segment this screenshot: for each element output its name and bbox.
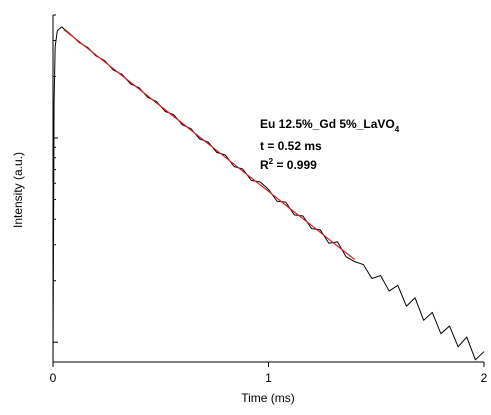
x-tick-label: 2 [481, 371, 488, 385]
data-line [52, 26, 485, 363]
annotation: t = 0.52 ms [260, 139, 322, 153]
subscript: 4 [395, 125, 400, 134]
annotation: Eu 12.5%_Gd 5%_LaVO4 [260, 117, 400, 134]
annotation-text: R [260, 158, 269, 172]
annotation-text: t = 0.52 ms [260, 139, 322, 153]
annotation-text: Eu 12.5%_Gd 5%_LaVO [260, 117, 395, 131]
superscript: 2 [269, 157, 274, 166]
annotation-text: = 0.999 [273, 158, 317, 172]
x-tick-label: 1 [265, 371, 272, 385]
data-line [63, 29, 356, 260]
x-tick-label: 0 [50, 371, 57, 385]
annotation: R2 = 0.999 [260, 157, 317, 172]
x-axis-label: Time (ms) [241, 391, 295, 405]
y-axis-label: Intensity (a.u.) [11, 152, 25, 228]
